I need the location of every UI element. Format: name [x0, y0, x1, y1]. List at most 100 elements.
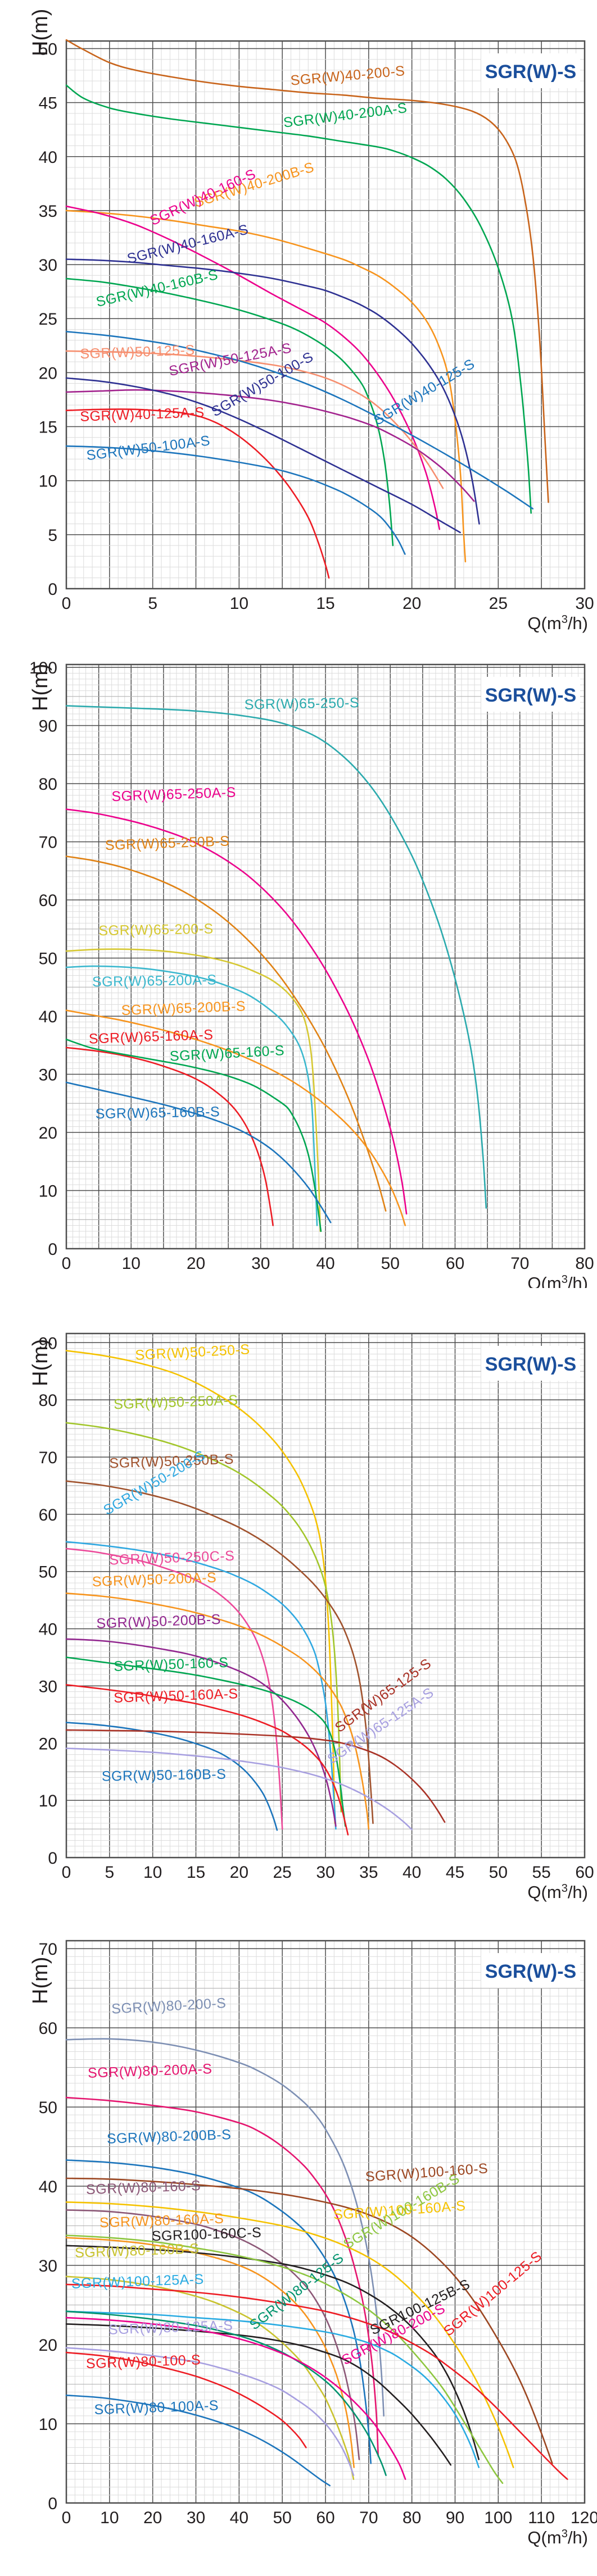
- y-tick: 30: [39, 1677, 57, 1696]
- x-tick: 20: [143, 2509, 162, 2527]
- curve-SGR(W)40-160B-S: [65, 277, 394, 547]
- curve-SGR(W)40-200-S: [65, 39, 549, 503]
- curve-SGR(W)65-250A-S: [65, 808, 408, 1215]
- plot-border: [65, 1332, 586, 1859]
- grid: [66, 665, 585, 1249]
- curve-SGR(W)50-250C-S: [65, 1548, 283, 1830]
- chart-1: SGR(W)40-200-S SGR(W)40-200A-S SGR(W)40-20…: [0, 0, 597, 644]
- curve-label-SGR(W)100-160-S: SGR(W)100-160-S: [365, 2160, 489, 2184]
- curve-SGR(W)50-100A-S: [65, 445, 406, 555]
- y-tick: 90: [39, 1334, 57, 1353]
- grid: [66, 41, 585, 589]
- chart-4: SGR(W)80-200-S SGR(W)80-200A-S SGR(W)80-20…: [0, 1932, 597, 2576]
- curve-SGR(W)65-250-S: [65, 705, 487, 1209]
- x-tick: 10: [143, 1863, 162, 1882]
- curve-SGR(W)65-200-S: [65, 948, 322, 1232]
- curve-label-SGR(W)50-250C-S: SGR(W)50-250C-S: [109, 1548, 235, 1568]
- chart-1-canvas: SGR(W)40-200-SSGR(W)40-200A-SSGR(W)40-20…: [29, 9, 594, 633]
- y-tick: 0: [48, 580, 57, 599]
- curve-label-SGR(W)80-100-S: SGR(W)80-100-S: [86, 2352, 201, 2372]
- x-tick: 15: [187, 1863, 205, 1882]
- curve-SGR(W)40-160A-S: [65, 258, 480, 525]
- curve-SGR(W)50-160-S: [65, 1656, 346, 1827]
- y-tick: 70: [39, 834, 57, 852]
- x-tick: 60: [446, 1254, 464, 1273]
- curve-SGR(W)40-200A-S: [65, 84, 532, 514]
- curve-SGR(W)80-200-S: [65, 2038, 385, 2417]
- curve-SGR(W)65-250B-S: [65, 855, 387, 1212]
- x-tick: 0: [62, 1863, 71, 1882]
- curve-SGR(W)65-200B-S: [65, 1009, 406, 1226]
- y-tick: 100: [29, 659, 57, 677]
- x-tick: 60: [316, 2509, 334, 2527]
- curve-SGR(W)80-160-S: [65, 2209, 360, 2460]
- x-tick: 55: [532, 1863, 550, 1882]
- curve-label-SGR(W)100-125A-S: SGR(W)100-125A-S: [71, 2272, 204, 2292]
- y-tick: 50: [39, 40, 57, 58]
- curve-SGR(W)80-200B-S: [65, 2159, 372, 2464]
- y-tick: 20: [39, 1735, 57, 1753]
- curve-SGR(W)80-100-S: [65, 2351, 307, 2448]
- x-tick: 10: [122, 1254, 141, 1273]
- chart-title: SGR(W)-S: [485, 61, 576, 83]
- curve-label-SGR(W)40-125A-S: SGR(W)40-125A-S: [80, 404, 205, 425]
- y-tick: 80: [39, 1391, 57, 1410]
- y-tick: 10: [39, 1792, 57, 1810]
- x-tick: 30: [251, 1254, 270, 1273]
- curve-SGR(W)40-125A-S: [65, 408, 330, 579]
- curve-label-SGR(W)65-160-S: SGR(W)65-160-S: [169, 1043, 284, 1064]
- curve-label-SGR(W)50-160-S: SGR(W)50-160-S: [114, 1655, 229, 1674]
- chart-title: SGR(W)-S: [485, 1961, 576, 1982]
- x-tick: 110: [528, 2509, 555, 2527]
- curve-SGR(W)80-125-S: [65, 2310, 387, 2476]
- curve-SGR(W)50-160A-S: [65, 1684, 349, 1836]
- x-tick: 15: [316, 594, 334, 613]
- curve-SGR(W)50-200B-S: [65, 1638, 337, 1827]
- curve-label-SGR(W)65-200A-S: SGR(W)65-200A-S: [92, 972, 217, 990]
- curve-SGR(W)65-160-S: [65, 1039, 322, 1232]
- curve-label-SGR(W)80-200-S: SGR(W)80-200-S: [111, 1995, 227, 2017]
- y-tick: 60: [39, 1506, 57, 1524]
- y-tick: 40: [39, 1008, 57, 1026]
- curve-label-SGR(W)50-160B-S: SGR(W)50-160B-S: [102, 1767, 227, 1785]
- y-tick: 10: [39, 472, 57, 491]
- y-tick: 80: [39, 775, 57, 794]
- y-tick: 30: [39, 2257, 57, 2275]
- x-tick: 5: [148, 594, 157, 613]
- x-tick: 90: [446, 2509, 464, 2527]
- x-tick: 50: [273, 2509, 291, 2527]
- curve-SGR(W)40-160-S: [65, 205, 441, 530]
- curve-SGR(W)80-200-S: [65, 2316, 406, 2480]
- curve-SGR(W)50-125-S: [65, 350, 444, 489]
- y-tick: 0: [48, 1240, 57, 1259]
- curve-SGR(W)50-125A-S: [65, 389, 475, 502]
- title-box: [481, 677, 580, 712]
- curve-SGR(W)100-125A-S: [65, 2310, 480, 2468]
- curve-label-SGR(W)65-250-S: SGR(W)65-250-S: [245, 695, 360, 713]
- curve-SGR(W)50-160B-S: [65, 1722, 278, 1831]
- x-tick: 20: [187, 1254, 205, 1273]
- y-tick: 70: [39, 1940, 57, 1959]
- x-tick: 50: [489, 1863, 508, 1882]
- curve-label-SGR(W)65-160A-S: SGR(W)65-160A-S: [89, 1027, 214, 1047]
- x-tick: 120: [571, 2509, 597, 2527]
- y-tick: 70: [39, 1449, 57, 1467]
- curve-SGR(W)100-125-S: [65, 2283, 568, 2480]
- curve-SGR(W)65-160A-S: [65, 1046, 274, 1226]
- y-tick: 30: [39, 1066, 57, 1085]
- chart-4-canvas: SGR(W)80-200-S SGR(W)80-200A-S SGR(W)80-20…: [29, 1940, 597, 2547]
- curve-label-SGR(W)50-125-S: SGR(W)50-125-S: [80, 342, 195, 362]
- x-tick: 5: [105, 1863, 114, 1882]
- curve-SGR100-125B-S: [65, 2323, 452, 2466]
- curve-label-SGR(W)65-160B-S: SGR(W)65-160B-S: [96, 1104, 220, 1122]
- curve-SGR(W)100-160-S: [65, 2177, 553, 2464]
- x-tick: 100: [484, 2509, 512, 2527]
- chart-title: SGR(W)-S: [485, 685, 576, 706]
- curve-SGR(W)80-200A-S: [65, 2096, 379, 2456]
- y-tick: 5: [48, 526, 57, 545]
- x-tick: 50: [381, 1254, 400, 1273]
- y-axis-label: H(m): [29, 1339, 52, 1386]
- curve-label-SGR(W)80-100A-S: SGR(W)80-100A-S: [94, 2397, 219, 2418]
- chart-title: SGR(W)-S: [485, 1354, 576, 1375]
